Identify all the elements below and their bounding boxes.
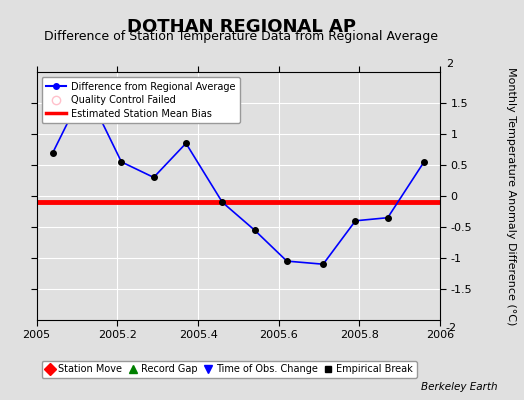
Text: 2: 2 [446,59,453,69]
Text: -2: -2 [446,323,457,333]
Legend: Station Move, Record Gap, Time of Obs. Change, Empirical Break: Station Move, Record Gap, Time of Obs. C… [41,361,417,378]
Text: Berkeley Earth: Berkeley Earth [421,382,498,392]
Text: Monthly Temperature Anomaly Difference (°C): Monthly Temperature Anomaly Difference (… [506,67,516,325]
Text: Difference of Station Temperature Data from Regional Average: Difference of Station Temperature Data f… [44,30,438,43]
Text: DOTHAN REGIONAL AP: DOTHAN REGIONAL AP [126,18,356,36]
